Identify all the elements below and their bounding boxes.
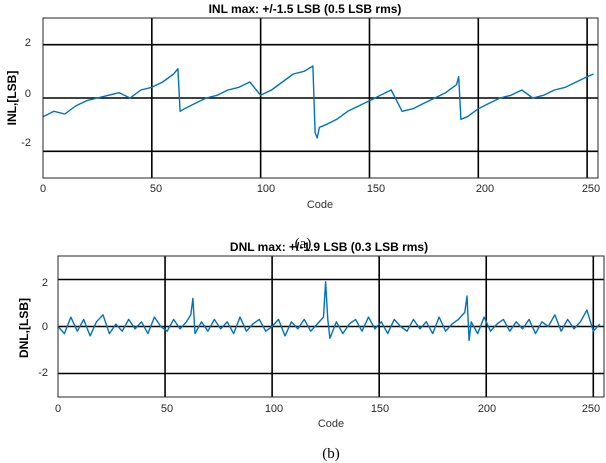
dnl-title: DNL max: +/-1.9 LSB (0.3 LSB rms) bbox=[230, 240, 428, 254]
inl-xtick-label: 250 bbox=[582, 183, 600, 195]
dnl-xtick-label: 100 bbox=[265, 403, 283, 415]
inl-x-ticks: 0 50 100 150 200 250 bbox=[40, 183, 600, 195]
dnl-series-line bbox=[57, 281, 601, 342]
inl-panel: INL max: +/-1.5 LSB (0.5 LSB rms) 2 0 -2… bbox=[5, 2, 600, 252]
dnl-ytick-label: -2 bbox=[38, 367, 48, 379]
dnl-axes-box bbox=[57, 255, 605, 398]
dnl-ytick-label: 0 bbox=[42, 321, 48, 333]
inl-ytick-label: -2 bbox=[21, 137, 31, 149]
panel-b-caption: (b) bbox=[322, 446, 340, 462]
dnl-y-ticks: 2 0 -2 bbox=[38, 277, 48, 379]
inl-xtick-label: 150 bbox=[367, 183, 385, 195]
inl-title: INL max: +/-1.5 LSB (0.5 LSB rms) bbox=[209, 2, 402, 16]
inl-x-axis-label: Code bbox=[307, 199, 333, 211]
dnl-grid bbox=[58, 256, 604, 397]
inl-y-axis-label: INL,[LSB] bbox=[5, 71, 19, 126]
inl-axes-box bbox=[42, 17, 599, 179]
dnl-xtick-label: 50 bbox=[161, 403, 173, 415]
dnl-x-ticks: 0 50 100 150 200 250 bbox=[55, 403, 600, 415]
dnl-xtick-label: 150 bbox=[371, 403, 389, 415]
dnl-panel: DNL max: +/-1.9 LSB (0.3 LSB rms) 2 0 -2… bbox=[17, 240, 605, 462]
inl-xtick-label: 200 bbox=[476, 183, 494, 195]
dnl-xtick-label: 200 bbox=[478, 403, 496, 415]
inl-xtick-label: 100 bbox=[257, 183, 275, 195]
dnl-ytick-label: 2 bbox=[42, 277, 48, 289]
dnl-y-axis-label: DNL,[LSB] bbox=[17, 298, 31, 358]
inl-series-line bbox=[42, 65, 594, 139]
inl-ytick-label: 2 bbox=[25, 37, 31, 49]
inl-xtick-label: 50 bbox=[150, 183, 162, 195]
panel-a-caption: (a) bbox=[295, 236, 312, 252]
dnl-xtick-label: 0 bbox=[55, 403, 61, 415]
dnl-xtick-label: 250 bbox=[582, 403, 600, 415]
inl-grid bbox=[43, 18, 598, 178]
inl-ytick-label: 0 bbox=[25, 88, 31, 100]
inl-xtick-label: 0 bbox=[40, 183, 46, 195]
inl-y-ticks: 2 0 -2 bbox=[21, 37, 31, 149]
dnl-x-axis-label: Code bbox=[318, 418, 344, 430]
